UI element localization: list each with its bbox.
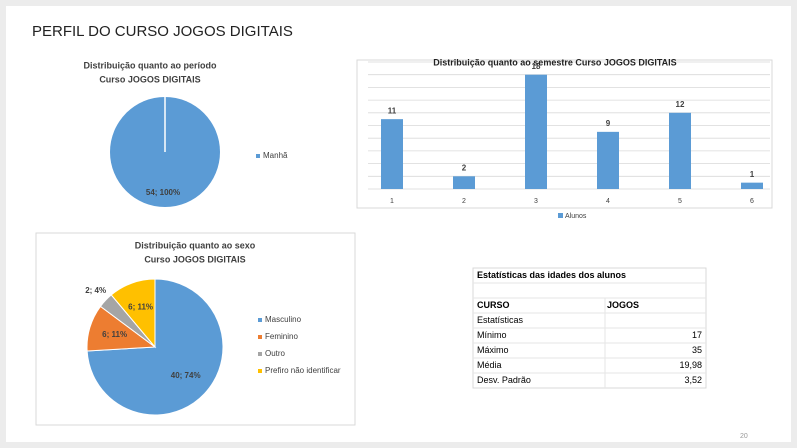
page-number: 20 bbox=[740, 433, 748, 440]
legend-swatch bbox=[258, 335, 262, 339]
slide-title: PERFIL DO CURSO JOGOS DIGITAIS bbox=[32, 23, 293, 40]
pie-title: Distribuição quanto ao sexo bbox=[135, 240, 256, 250]
pie-title: Curso JOGOS DIGITAIS bbox=[144, 254, 245, 264]
table-title: Estatísticas das idades dos alunos bbox=[477, 270, 626, 280]
bar bbox=[381, 119, 403, 189]
data-label: 12 bbox=[676, 100, 685, 109]
x-tick-label: 1 bbox=[390, 198, 394, 205]
table-cell: Desv. Padrão bbox=[477, 375, 531, 385]
data-label: 11 bbox=[388, 106, 397, 115]
legend-label: Prefiro não identificar bbox=[265, 366, 341, 375]
data-label: 6; 11% bbox=[128, 302, 153, 311]
legend-swatch bbox=[258, 318, 262, 322]
bar bbox=[741, 182, 763, 189]
data-label: 18 bbox=[532, 62, 541, 71]
data-label: 2 bbox=[462, 163, 467, 172]
table-header: CURSO bbox=[477, 300, 510, 310]
legend-label: Feminino bbox=[265, 332, 298, 341]
legend-swatch bbox=[256, 154, 260, 158]
table-cell: 35 bbox=[692, 345, 702, 355]
x-tick-label: 6 bbox=[750, 198, 754, 205]
bar bbox=[453, 176, 475, 189]
data-label: 9 bbox=[606, 119, 611, 128]
table-cell: Mínimo bbox=[477, 330, 507, 340]
data-label: 6; 11% bbox=[102, 330, 127, 339]
table-cell: Estatísticas bbox=[477, 315, 524, 325]
legend-swatch bbox=[258, 352, 262, 356]
data-label: 54; 100% bbox=[146, 188, 180, 197]
legend-label: Alunos bbox=[565, 213, 587, 220]
pie-title: Distribuição quanto ao período bbox=[83, 60, 217, 70]
x-tick-label: 4 bbox=[606, 198, 610, 205]
table-cell: 3,52 bbox=[684, 375, 702, 385]
table-cell: Média bbox=[477, 360, 502, 370]
legend-label: Masculino bbox=[265, 315, 302, 324]
bar-chart-frame bbox=[356, 59, 773, 209]
bar bbox=[597, 131, 619, 189]
x-tick-label: 2 bbox=[462, 198, 466, 205]
legend-swatch bbox=[558, 213, 563, 218]
data-label: 2; 4% bbox=[85, 286, 106, 295]
pie-slice bbox=[110, 278, 156, 349]
table-cell: Máximo bbox=[477, 345, 509, 355]
data-label: 40; 74% bbox=[171, 371, 201, 380]
x-tick-label: 3 bbox=[534, 198, 538, 205]
pie-title: Curso JOGOS DIGITAIS bbox=[99, 74, 200, 84]
x-tick-label: 5 bbox=[678, 198, 682, 205]
data-label: 1 bbox=[750, 170, 755, 179]
table-cell: 17 bbox=[692, 330, 702, 340]
table-cell: 19,98 bbox=[679, 360, 702, 370]
bar bbox=[525, 74, 547, 189]
legend-swatch bbox=[258, 369, 262, 373]
bar bbox=[669, 112, 691, 189]
legend-label: Outro bbox=[265, 349, 286, 358]
legend-label: Manhã bbox=[263, 151, 288, 160]
table-header: JOGOS bbox=[607, 300, 639, 310]
bar-title: Distribuição quanto ao semestre Curso JO… bbox=[433, 57, 676, 67]
pie-chart-frame bbox=[35, 232, 356, 426]
